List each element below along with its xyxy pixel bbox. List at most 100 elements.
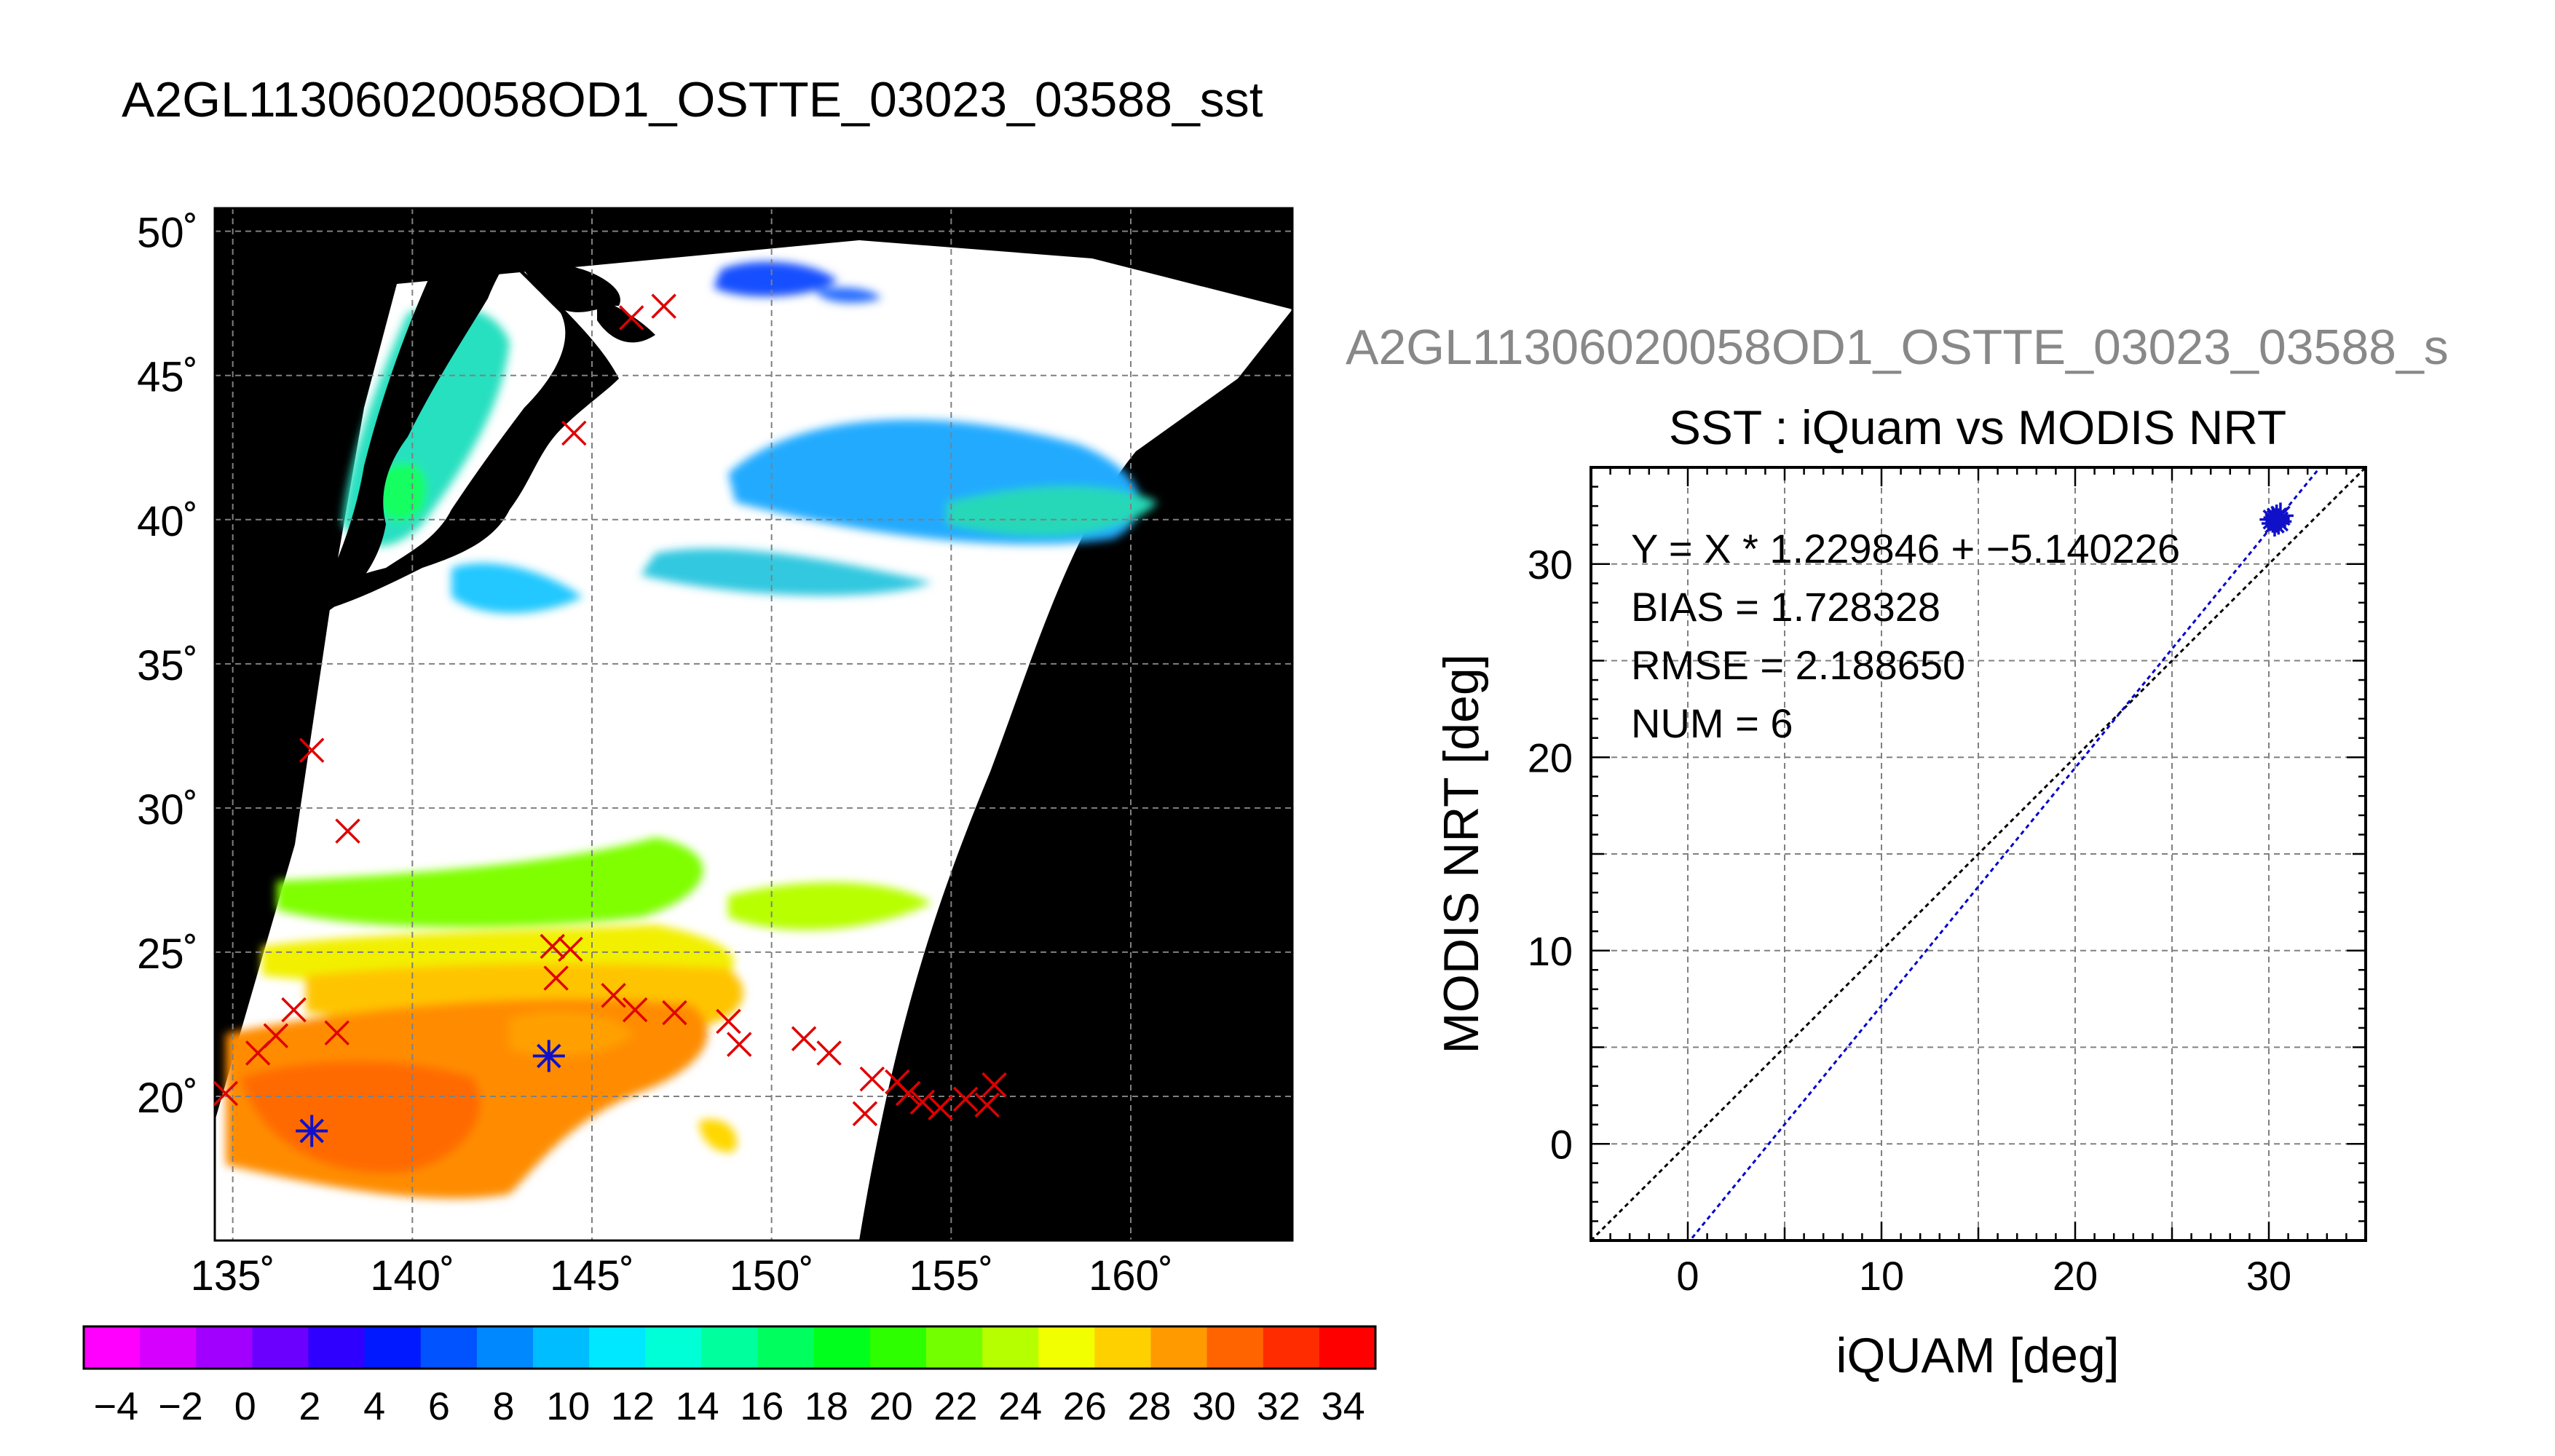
lat-tick-label: 40˚ — [137, 498, 198, 545]
lat-tick-label: 45˚ — [137, 354, 198, 401]
matchup-marker-x — [619, 305, 644, 331]
matchup-marker-x — [281, 997, 307, 1023]
matchup-marker-x — [952, 1086, 979, 1112]
one-to-one-line — [1591, 467, 2366, 1241]
colorbar-cell — [1207, 1326, 1264, 1369]
lon-tick-label: 140˚ — [370, 1252, 454, 1299]
x-tick-label: 10 — [1859, 1253, 1904, 1299]
colorbar-cell — [701, 1326, 759, 1369]
matchup-marker-plus — [532, 1040, 565, 1072]
colorbar-cell — [84, 1326, 141, 1369]
lon-tick-label: 150˚ — [730, 1252, 814, 1299]
colorbar-label: 28 — [1128, 1385, 1172, 1428]
colorbar-cell — [533, 1326, 591, 1369]
colorbar-label: 12 — [611, 1385, 655, 1428]
lat-tick-label: 30˚ — [137, 786, 198, 834]
colorbar-label: 30 — [1192, 1385, 1236, 1428]
colorbar: −4 −2 0 2 4 6 8 10 12 14 16 18 20 22 24 26 28 30 32 34 — [82, 1325, 1377, 1428]
colorbar-cell — [308, 1326, 366, 1369]
matchup-marker-x — [622, 997, 648, 1023]
colorbar-label: 26 — [1063, 1385, 1107, 1428]
lat-tick-label: 35˚ — [137, 642, 198, 689]
matchup-marker-x — [651, 293, 676, 319]
map-gridlines — [215, 208, 1292, 1241]
x-tick-labels: 0 10 20 30 — [1676, 1253, 2291, 1299]
colorbar-label: 2 — [299, 1385, 320, 1428]
colorbar-label: 14 — [676, 1385, 719, 1428]
land-mask — [320, 208, 655, 612]
colorbar-cell — [1038, 1326, 1096, 1369]
scatter-gridlines — [1591, 467, 2366, 1241]
matchup-marker-x — [558, 936, 583, 962]
x-tick-label: 0 — [1676, 1253, 1699, 1299]
x-tick-label: 20 — [2053, 1253, 2098, 1299]
colorbar-cell — [1263, 1326, 1320, 1369]
scatter-point — [2263, 506, 2290, 533]
scatter-point — [2261, 510, 2288, 537]
colorbar-cell — [1094, 1326, 1152, 1369]
longitude-tick-labels: 135˚ 140˚ 145˚ 150˚ 155˚ 160˚ — [191, 1252, 1173, 1299]
colorbar-cell — [1319, 1326, 1376, 1369]
matchup-marker-x — [816, 1040, 842, 1066]
matchup-marker-x — [561, 420, 587, 446]
stats-line: BIAS = 1.728328 — [1631, 584, 1940, 630]
matchup-marker-x — [213, 1080, 239, 1107]
matchup-marker-x — [928, 1095, 953, 1121]
matchup-marker-x — [324, 1020, 350, 1046]
colorbar-label: 34 — [1322, 1385, 1365, 1428]
x-tick-label: 30 — [2246, 1253, 2291, 1299]
colorbar-cell — [589, 1326, 647, 1369]
stats-line: NUM = 6 — [1631, 700, 1793, 746]
colorbar-cell — [869, 1326, 927, 1369]
matchup-marker-x — [791, 1026, 817, 1051]
sst-map: 50˚ 45˚ 40˚ 35˚ 30˚ 25˚ 20˚ 135˚ 140˚ 145˚ 150˚ 15… — [137, 207, 1294, 1299]
lon-tick-label: 135˚ — [191, 1252, 275, 1299]
scatter-title: SST : iQuam vs MODIS NRT — [1669, 400, 2286, 454]
scatter-plot: SST : iQuam vs MODIS NRT 0 10 20 30 0 10 20 30… — [1434, 400, 2367, 1383]
y-tick-label: 20 — [1528, 735, 1573, 780]
colorbar-cell — [252, 1326, 309, 1369]
y-tick-labels: 0 10 20 30 — [1528, 542, 1573, 1168]
colorbar-label: 8 — [493, 1385, 515, 1428]
x-axis-label: iQUAM [deg] — [1836, 1328, 2119, 1383]
colorbar-label: 6 — [428, 1385, 450, 1428]
matchup-marker-x — [335, 818, 360, 844]
lon-tick-label: 155˚ — [909, 1252, 993, 1299]
matchup-marker-x — [974, 1092, 1000, 1118]
colorbar-label: 16 — [740, 1385, 783, 1428]
matchup-marker-x — [662, 1000, 687, 1026]
colorbar-labels: −4 −2 0 2 4 6 8 10 12 14 16 18 20 22 24 26 28 30 32 34 — [94, 1385, 1365, 1428]
colorbar-label: 18 — [805, 1385, 848, 1428]
colorbar-cell — [364, 1326, 422, 1369]
map-frame — [213, 207, 1294, 1242]
colorbar-cell — [196, 1326, 253, 1369]
scatter-header: A2GL11306020058OD1_OSTTE_03023_03588_s — [1346, 320, 2449, 375]
matchup-marker-x — [263, 1023, 289, 1049]
stats-text: Y = X * 1.229846 + −5.140226 BIAS = 1.728… — [1631, 526, 2180, 746]
colorbar-cell — [757, 1326, 815, 1369]
stats-line: RMSE = 2.188650 — [1631, 642, 1965, 688]
colorbar-label: 32 — [1257, 1385, 1300, 1428]
matchup-marker-x — [601, 983, 626, 1008]
matchup-marker-x — [716, 1008, 741, 1034]
matchup-markers — [213, 293, 1007, 1147]
colorbar-cell — [140, 1326, 197, 1369]
page-title: A2GL11306020058OD1_OSTTE_03023_03588_sst — [122, 72, 1263, 127]
colorbar-cell — [420, 1326, 478, 1369]
y-tick-label: 30 — [1528, 542, 1573, 587]
colorbar-frame — [82, 1325, 1377, 1370]
matchup-marker-plus — [296, 1115, 328, 1147]
lat-tick-label: 20˚ — [137, 1075, 198, 1122]
colorbar-cell — [982, 1326, 1040, 1369]
matchup-marker-x — [543, 965, 569, 991]
colorbar-cell — [476, 1326, 534, 1369]
colorbar-label: 20 — [869, 1385, 913, 1428]
lat-tick-label: 50˚ — [137, 210, 198, 257]
matchup-marker-x — [299, 737, 325, 763]
lon-tick-label: 145˚ — [550, 1252, 634, 1299]
y-tick-label: 10 — [1528, 928, 1573, 974]
colorbar-cell — [925, 1326, 984, 1369]
matchup-marker-x — [727, 1032, 752, 1057]
colorbar-label: 10 — [546, 1385, 590, 1428]
